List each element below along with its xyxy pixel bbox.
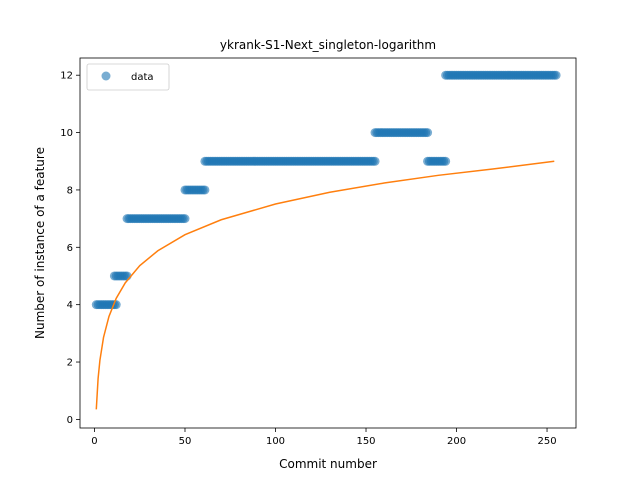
x-axis-label: Commit number — [279, 457, 377, 471]
x-tick-label: 0 — [91, 436, 97, 447]
data-point — [423, 128, 433, 138]
y-tick-label: 2 — [67, 358, 73, 369]
y-tick-label: 4 — [67, 300, 73, 311]
data-point — [180, 214, 190, 224]
data-point — [441, 156, 451, 166]
y-tick-label: 0 — [67, 415, 73, 426]
x-axis: 0 50 100 150 200 250 — [91, 428, 557, 447]
x-tick-label: 100 — [266, 436, 285, 447]
legend-marker-data — [101, 71, 111, 81]
plot-frame — [79, 57, 577, 429]
legend-label-data: data — [131, 72, 154, 83]
plot-area — [91, 70, 561, 410]
data-point — [370, 156, 380, 166]
y-tick-label: 10 — [60, 128, 73, 139]
x-tick-label: 250 — [537, 436, 556, 447]
x-tick-label: 150 — [356, 436, 375, 447]
legend: data — [86, 63, 170, 91]
fit-line — [95, 160, 555, 410]
x-tick-label: 200 — [447, 436, 466, 447]
data-point — [551, 70, 561, 80]
y-axis: 0 2 4 6 8 10 12 — [60, 71, 80, 426]
y-tick-label: 12 — [60, 71, 73, 82]
y-tick-label: 6 — [67, 243, 73, 254]
y-tick-label: 8 — [67, 185, 73, 196]
legend-box — [86, 63, 170, 91]
x-tick-label: 50 — [179, 436, 192, 447]
chart-title: ykrank-S1-Next_singleton-logarithm — [220, 38, 436, 52]
data-point — [200, 185, 210, 195]
y-axis-label: Number of instance of a feature — [33, 147, 47, 339]
